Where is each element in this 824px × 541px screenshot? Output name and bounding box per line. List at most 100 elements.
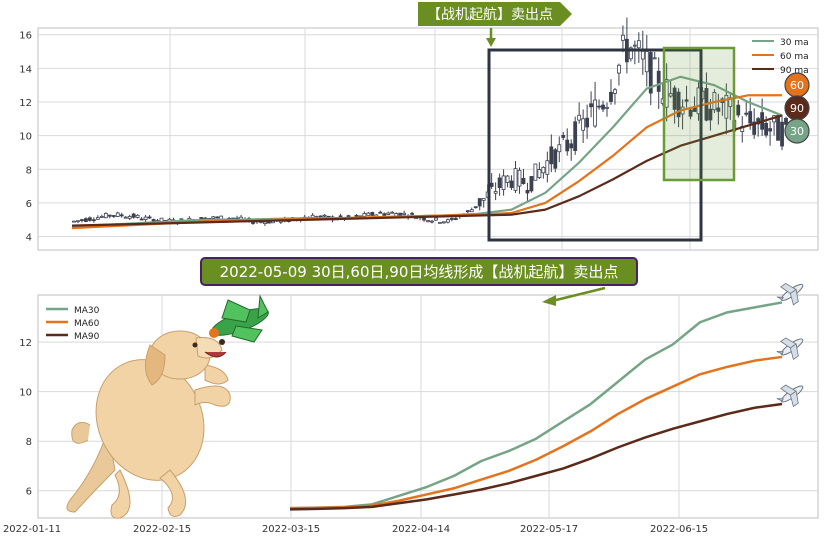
candle-body (776, 115, 780, 141)
highlight-box-dark (487, 48, 703, 242)
badge-label: 60 (790, 79, 804, 92)
end-planes (776, 282, 804, 408)
candle-body (744, 112, 749, 115)
candle-body (609, 91, 613, 102)
bottom-x-tick-label: 2022-03-15 (262, 524, 320, 535)
candle-body (473, 206, 478, 209)
candle-body (402, 212, 407, 215)
candle-body (628, 47, 633, 60)
candle-body (632, 44, 637, 47)
candle-body (581, 118, 586, 131)
candle-body (143, 216, 148, 221)
candle-body (505, 175, 510, 183)
candle-body (135, 214, 140, 218)
candle-body (123, 216, 128, 219)
candle-body (139, 218, 144, 221)
candle-body (597, 105, 601, 108)
candle-body (768, 128, 772, 132)
candle-body (386, 212, 391, 215)
candle-body (477, 198, 482, 207)
plane-icon (776, 337, 804, 361)
candle-body (410, 212, 415, 215)
candle-body (545, 160, 550, 175)
bottom-y-ticks: 6 8 10 12 (19, 338, 32, 498)
candle-body (585, 117, 590, 128)
candle-body (481, 197, 486, 201)
candle-body (589, 103, 593, 108)
candle-body (676, 91, 681, 118)
top-grid (38, 28, 818, 250)
candle-body (119, 214, 124, 217)
candle-body (390, 211, 395, 214)
candle-body (489, 182, 494, 187)
dog-illustration (66, 330, 231, 519)
top-banner-text: 【战机起航】卖出点 (427, 7, 553, 23)
bottom-x-tick-label: 2022-06-15 (650, 524, 708, 535)
top-panel-frame (37, 27, 819, 251)
bottom-y-tick-label: 12 (19, 338, 32, 349)
candle-body (557, 144, 562, 153)
candle-body (672, 87, 677, 110)
bottom-banner-pointer (551, 286, 606, 303)
bottom-legend-label: MA30 (74, 306, 100, 316)
candle-body (497, 177, 502, 188)
candle-body (656, 70, 661, 92)
candle-body (103, 213, 108, 219)
plane-icon (776, 282, 804, 306)
bottom-x-tick-label: 2022-02-15 (133, 524, 191, 535)
top-banner-shape (418, 2, 572, 26)
top-y-ticks: 4 6 8 10 12 14 16 (19, 31, 32, 244)
candle-body (517, 169, 522, 187)
candle-body (684, 99, 689, 102)
candle-body (577, 114, 582, 121)
candle-body (513, 168, 518, 191)
candle-body (780, 121, 784, 147)
bottom-y-tick-label: 8 (26, 437, 32, 448)
top-legend: 30 ma 60 ma 90 ma (752, 38, 809, 76)
candle-body (322, 214, 327, 217)
candle-body (442, 221, 446, 224)
candle-body (549, 146, 554, 165)
candle-body (438, 221, 442, 224)
candle-body (764, 122, 769, 136)
candle-body (445, 219, 450, 223)
candle-body (648, 52, 653, 94)
top-banner: 【战机起航】卖出点 (418, 2, 572, 47)
top-y-tick-label: 10 (19, 132, 32, 143)
candle-body (501, 175, 506, 190)
candle-body (179, 218, 184, 221)
top-y-tick-label: 4 (26, 233, 32, 244)
top-y-tick-label: 8 (26, 165, 32, 176)
candle-body (541, 166, 546, 174)
candle-body (569, 143, 574, 149)
candle-body (107, 214, 112, 217)
candle-body (263, 221, 267, 225)
bottom-banner-text: 2022-05-09 30日,60日,90日均线形成【战机起航】卖出点 (220, 263, 619, 281)
candle-body (91, 219, 96, 222)
candle-body (724, 94, 729, 119)
candle-body (131, 213, 136, 218)
badge-30 (784, 118, 810, 144)
candle-body (453, 218, 458, 220)
candle-body (430, 220, 434, 223)
candle-body (525, 189, 530, 194)
candle-body (573, 121, 578, 151)
bottom-x-tick-label: 2022-04-14 (392, 524, 450, 535)
candle-body (422, 217, 426, 221)
candle-body (561, 134, 566, 138)
bottom-banner-arrowhead (542, 295, 556, 306)
candle-body (72, 220, 76, 223)
badge-label: 90 (790, 102, 804, 115)
candle-body (537, 169, 542, 179)
candle-body (211, 216, 216, 219)
candle-body (88, 217, 92, 221)
badge-label: 30 (790, 125, 804, 138)
candle-body (621, 34, 625, 41)
candle-body (147, 216, 152, 219)
top-banner-arrowhead (486, 38, 496, 47)
candle-body (533, 163, 538, 181)
candle-body (613, 89, 617, 94)
plane-icon (776, 384, 804, 408)
